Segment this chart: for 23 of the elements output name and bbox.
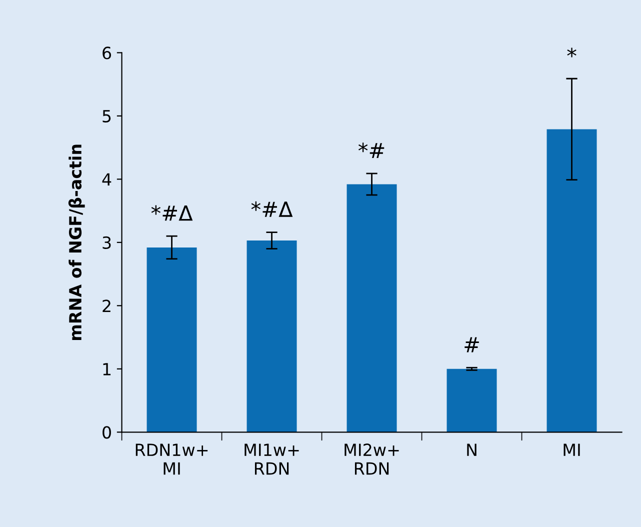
x-tick-label: RDN1w+ MI	[136, 444, 208, 475]
annotation: *#Δ	[251, 201, 293, 217]
bar	[346, 184, 397, 432]
y-tick-label: 0	[102, 426, 111, 439]
y-tick-label: 6	[102, 46, 112, 60]
x-tick-label: MI1w+ RDN	[244, 444, 299, 475]
annotation: *	[567, 48, 576, 58]
annotation: *#Δ	[151, 205, 193, 221]
y-tick-label: 3	[102, 236, 111, 249]
x-tick-label: MI2w+ RDN	[344, 444, 399, 475]
bar	[146, 247, 197, 432]
y-tick-label: 2	[102, 300, 110, 312]
annotation: #	[464, 337, 479, 352]
y-tick-label: 4	[102, 173, 112, 186]
y-tick-label: 1	[103, 363, 111, 376]
x-tick-label: N	[467, 444, 476, 456]
y-tick-label: 5	[102, 110, 111, 123]
bar	[446, 368, 497, 432]
x-tick-label: MI	[564, 444, 580, 456]
bar	[546, 129, 597, 432]
bar	[246, 240, 297, 432]
annotation: *#	[358, 142, 384, 158]
y-axis-title: mRNA of NGF/β-actin	[68, 144, 85, 340]
